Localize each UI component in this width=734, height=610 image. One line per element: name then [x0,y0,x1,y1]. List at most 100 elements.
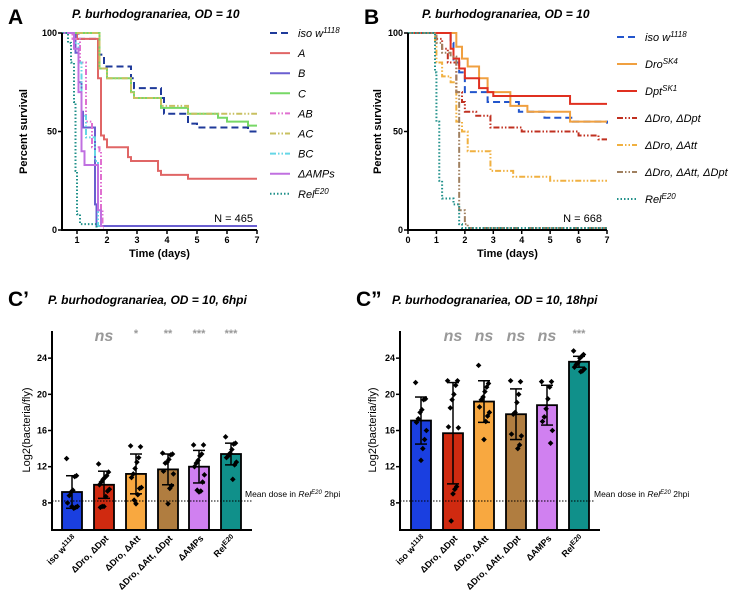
data-point [227,450,233,456]
data-point [194,487,200,493]
legend-label: iso w1118 [645,30,687,44]
category-label: RelE20 [560,533,586,559]
ref-label-sup: E20 [311,490,322,496]
category-label-base: ΔDro, ΔAtt, ΔDpt [464,533,522,591]
y-tick-label: 0 [398,225,403,235]
data-point [159,450,166,456]
category-label-sup: 1118 [410,533,425,548]
data-point [475,362,482,369]
data-point [225,453,232,459]
legend-label-base: ΔDro, ΔAtt, ΔDpt [644,167,729,179]
significance-label: *** [193,328,207,340]
data-point [413,419,420,426]
data-point [449,396,455,403]
sample-size-label: N = 465 [214,213,253,225]
data-point [134,459,140,465]
data-point [69,503,75,510]
survival-curve [62,32,98,230]
legend-label: DroSK4 [645,57,678,71]
legend-label-base: Rel [298,189,315,201]
data-point [200,442,207,448]
y-tick-label: 12 [385,462,395,472]
category-label-sup: E20 [570,533,584,547]
data-point [481,436,487,443]
x-tick-label: 0 [405,235,410,245]
legend-label: iso w1118 [298,26,340,40]
survival-curve [408,32,607,230]
survival-curve [408,32,607,230]
data-point [201,472,208,478]
data-point [541,414,548,420]
y-axis-label: Percent survival [372,89,384,174]
legend-label: RelE20 [645,192,676,206]
panel-title: P. burhodogranariea, OD = 10, 18hpi [392,293,598,307]
data-point [106,486,113,493]
data-point [160,468,167,475]
legend-label-sup: 1118 [670,30,687,39]
data-point [223,454,230,461]
survival-curve [62,32,257,180]
legend-label-sup: E20 [315,187,330,196]
significance-label: *** [225,328,239,340]
data-point [423,427,430,434]
legend-label-base: A [297,48,305,60]
legend-label: AB [297,108,313,120]
x-tick-label: 2 [462,235,467,245]
bar [568,360,590,531]
reference-line-label: Mean dose in RelE20 2hpi [594,489,689,499]
x-tick-label: 3 [134,235,139,245]
data-point [196,489,202,495]
legend-label-base: BC [298,149,313,161]
data-point [417,409,423,416]
data-point [103,472,110,479]
survival-curve [62,32,257,228]
panel-title: P. burhodogranariea, OD = 10 [72,7,240,21]
legend-label: ΔDro, ΔAtt [644,140,698,152]
legend-label-base: ΔDro, ΔAtt [644,140,698,152]
data-point [64,500,71,506]
data-point [168,482,175,489]
data-point [222,434,229,440]
data-point [135,454,142,461]
data-point [136,485,143,492]
x-tick-label: 1 [74,235,79,245]
data-point [418,457,424,464]
category-label: iso w1118 [45,533,79,567]
survival-curve [408,32,607,141]
data-point [546,384,553,390]
y-tick-label: 12 [37,462,47,472]
data-point [510,411,517,418]
data-point [514,399,520,406]
legend-label: B [298,68,305,80]
data-point [547,440,554,446]
y-tick-label: 100 [388,28,403,38]
data-point [230,441,237,447]
significance-label: ** [164,328,173,340]
legend-label-sup: SK4 [663,57,679,66]
survival-curve [408,32,608,124]
legend-label-sup: SK1 [662,84,677,93]
category-label: iso w1118 [394,533,428,567]
category-label-base: ΔAMPs [176,533,205,562]
data-point [137,443,144,450]
x-tick-label: 1 [434,235,439,245]
y-tick-label: 50 [393,127,403,137]
x-tick-label: 2 [104,235,109,245]
data-point [548,378,555,385]
data-point [445,424,452,430]
data-point [476,404,483,410]
panel-title: P. burhodogranariea, OD = 10, 6hpi [48,293,247,307]
data-point [484,413,491,419]
category-label-sup: 1118 [61,533,76,548]
x-tick-label: 4 [519,235,524,245]
data-point [451,391,457,398]
legend-label: RelE20 [298,187,329,201]
legend-label-base: ΔDro, ΔDpt [644,113,702,125]
data-point [103,493,109,500]
data-point [454,377,461,384]
data-point [66,492,73,499]
y-tick-label: 0 [52,225,57,235]
data-point [231,462,238,468]
legend-label-base: Rel [645,194,662,206]
